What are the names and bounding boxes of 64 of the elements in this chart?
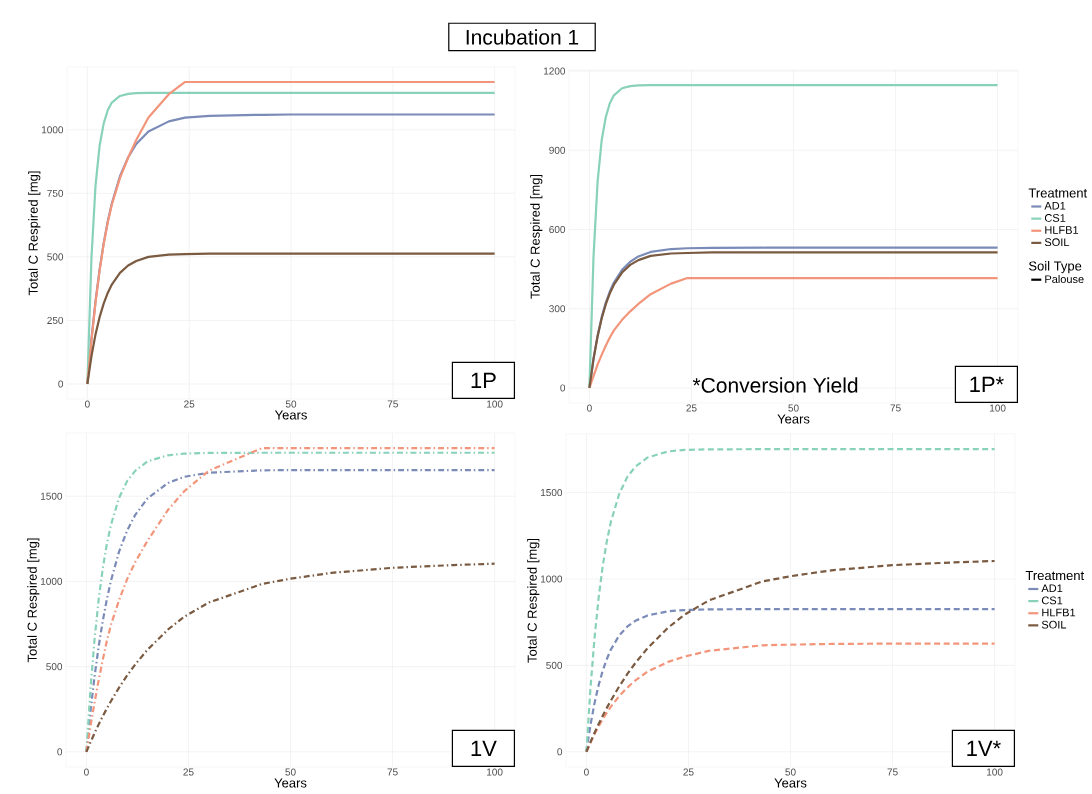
annotation: 1P* — [970, 376, 1004, 392]
y-tick-label: 1500 — [541, 489, 563, 497]
y-axis-title: Total C Respired [mg] — [527, 538, 540, 663]
legend-title: Treatment — [1028, 188, 1088, 198]
y-tick-label: 1500 — [41, 492, 63, 500]
y-axis-title: Total C Respired [mg] — [27, 538, 40, 663]
y-tick-label: 500 — [47, 253, 64, 261]
y-tick-label: 500 — [46, 663, 63, 671]
x-tick-label: 0 — [584, 768, 589, 776]
y-tick-label: 500 — [546, 661, 563, 669]
x-tick-label: 25 — [183, 768, 194, 776]
legend-label: CS1 — [1044, 214, 1066, 222]
x-tick-label: 25 — [683, 768, 694, 776]
x-tick-label: 75 — [890, 404, 901, 412]
x-axis-title: Years — [777, 414, 810, 424]
y-tick-label: 1000 — [541, 575, 563, 583]
x-tick-label: 50 — [785, 768, 796, 776]
legend-label: SOIL — [1041, 620, 1067, 629]
legend-label: HLFB1 — [1045, 226, 1079, 234]
y-tick-label: 0 — [58, 380, 64, 388]
x-axis-title: Years — [274, 778, 307, 788]
legend-label: CS1 — [1041, 596, 1063, 605]
y-tick-label: 300 — [549, 305, 566, 313]
x-tick-label: 75 — [387, 400, 398, 408]
x-tick-label: 0 — [587, 404, 592, 412]
x-tick-label: 0 — [84, 400, 90, 408]
x-tick-label: 100 — [487, 768, 503, 776]
chart-title: Incubation 1 — [466, 29, 579, 45]
y-tick-label: 1000 — [42, 126, 64, 134]
x-axis-title: Years — [274, 410, 307, 420]
text: Soil Type — [1028, 261, 1082, 274]
x-tick-label: 75 — [887, 768, 898, 776]
y-tick-label: 0 — [57, 748, 63, 756]
x-axis-title: Years — [774, 778, 807, 788]
legend-label: SOIL — [1044, 238, 1070, 247]
x-tick-label: 100 — [987, 768, 1003, 776]
annotation: *Conversion Yield — [692, 377, 858, 393]
legend-label: HLFB1 — [1042, 608, 1076, 617]
x-tick-label: 100 — [990, 404, 1006, 412]
x-tick-label: 100 — [487, 400, 503, 408]
x-tick-label: 50 — [788, 404, 799, 412]
legend-label: AD1 — [1041, 584, 1063, 593]
x-tick-label: 0 — [84, 768, 89, 776]
y-axis-title: Total C Respired [mg] — [28, 171, 41, 296]
legend-title: Treatment — [1025, 571, 1085, 581]
y-tick-label: 750 — [47, 189, 64, 197]
x-tick-label: 25 — [184, 400, 195, 408]
legend-label: AD1 — [1044, 201, 1066, 210]
x-tick-label: 50 — [285, 400, 297, 408]
x-tick-label: 75 — [387, 768, 398, 776]
text: Palouse — [1045, 274, 1084, 284]
x-tick-label: 25 — [686, 404, 697, 412]
y-tick-label: 0 — [560, 384, 566, 392]
y-tick-label: 1200 — [544, 67, 566, 75]
y-tick-label: 250 — [47, 316, 64, 324]
annotation: 1P — [471, 372, 496, 388]
y-tick-label: 1000 — [41, 577, 63, 585]
annotation: 1V* — [967, 740, 1001, 756]
y-tick-label: 0 — [557, 748, 563, 756]
y-axis-title: Total C Respired [mg] — [530, 174, 543, 299]
annotation: 1V — [471, 740, 497, 756]
x-tick-label: 50 — [285, 768, 296, 776]
y-tick-label: 600 — [549, 225, 566, 234]
y-tick-label: 900 — [549, 146, 566, 154]
